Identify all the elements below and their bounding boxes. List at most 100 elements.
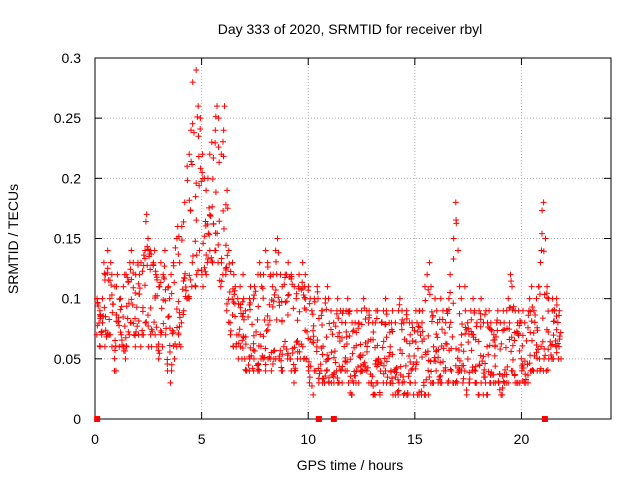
- data-point: [303, 328, 310, 335]
- data-point: [242, 366, 249, 373]
- data-point: [440, 345, 447, 352]
- data-point: [197, 165, 204, 172]
- data-point: [155, 347, 162, 354]
- data-point: [447, 271, 454, 278]
- data-point: [284, 292, 291, 299]
- data-point: [281, 274, 288, 281]
- data-point: [115, 314, 122, 321]
- data-point: [503, 307, 510, 314]
- data-point: [419, 354, 426, 361]
- y-tick-label: 0.05: [54, 351, 81, 367]
- data-point: [235, 340, 242, 347]
- data-point: [247, 344, 254, 351]
- data-point: [324, 366, 331, 373]
- data-point: [164, 284, 171, 291]
- scatter-markers: [94, 67, 565, 422]
- data-point: [498, 340, 505, 347]
- data-point: [319, 307, 326, 314]
- data-point: [254, 316, 261, 323]
- data-point: [442, 364, 449, 371]
- data-point: [413, 359, 420, 366]
- data-point: [218, 259, 225, 266]
- data-point: [287, 356, 294, 363]
- data-point: [472, 336, 479, 343]
- data-point: [193, 180, 200, 187]
- data-point: [203, 252, 210, 259]
- data-point: [157, 259, 164, 266]
- data-point: [460, 348, 467, 355]
- data-point: [317, 367, 324, 374]
- data-point: [193, 67, 200, 74]
- y-axis-label: SRMTID / TECUs: [5, 184, 21, 294]
- data-point: [259, 285, 266, 292]
- data-point: [117, 295, 124, 302]
- data-point: [460, 362, 467, 369]
- data-point: [505, 379, 512, 386]
- data-point: [461, 368, 468, 375]
- data-point: [185, 293, 192, 300]
- data-point: [305, 287, 312, 294]
- data-point: [273, 258, 280, 265]
- data-point: [346, 333, 353, 340]
- data-point: [212, 230, 219, 237]
- data-point: [456, 357, 463, 364]
- data-point: [306, 379, 313, 386]
- data-point: [433, 307, 440, 314]
- data-point: [151, 247, 158, 254]
- data-point: [534, 346, 541, 353]
- data-point: [481, 311, 488, 318]
- data-point: [99, 319, 106, 326]
- data-point: [144, 262, 151, 269]
- data-point: [428, 318, 435, 325]
- data-point: [201, 264, 208, 271]
- data-point: [506, 326, 513, 333]
- data-point: [500, 378, 507, 385]
- data-point: [151, 319, 158, 326]
- data-point: [363, 348, 370, 355]
- data-point: [409, 338, 416, 345]
- y-tick-label: 0.2: [62, 170, 82, 186]
- data-point: [132, 289, 139, 296]
- data-point: [165, 313, 172, 320]
- data-point: [294, 338, 301, 345]
- data-point: [447, 319, 454, 326]
- data-point: [493, 333, 500, 340]
- data-point: [319, 343, 326, 350]
- data-point: [317, 361, 324, 368]
- data-point: [481, 366, 488, 373]
- data-point: [403, 311, 410, 318]
- x-tick-label: 20: [514, 431, 530, 447]
- data-point: [176, 341, 183, 348]
- data-point: [171, 355, 178, 362]
- data-point: [380, 362, 387, 369]
- data-point: [210, 154, 217, 161]
- data-point: [142, 319, 149, 326]
- data-point: [526, 295, 533, 302]
- data-point: [491, 352, 498, 359]
- data-point: [209, 203, 216, 210]
- y-tick-labels: 0 0.05 0.1 0.15 0.2 0.25 0.3: [54, 50, 81, 427]
- data-point: [466, 369, 473, 376]
- data-point: [527, 352, 534, 359]
- data-point: [225, 247, 232, 254]
- data-point: [516, 347, 523, 354]
- data-point: [556, 343, 563, 350]
- data-point: [508, 334, 515, 341]
- data-point: [554, 319, 561, 326]
- data-point: [192, 193, 199, 200]
- data-point: [386, 353, 393, 360]
- data-point: [426, 259, 433, 266]
- data-point: [411, 353, 418, 360]
- data-point: [255, 303, 262, 310]
- data-point: [220, 207, 227, 214]
- data-point: [421, 335, 428, 342]
- data-point: [118, 303, 125, 310]
- data-point: [377, 367, 384, 374]
- data-point: [503, 371, 510, 378]
- data-point: [262, 247, 269, 254]
- data-point: [439, 358, 446, 365]
- data-point: [525, 312, 532, 319]
- data-point: [249, 365, 256, 372]
- data-point: [504, 363, 511, 370]
- data-point: [236, 326, 243, 333]
